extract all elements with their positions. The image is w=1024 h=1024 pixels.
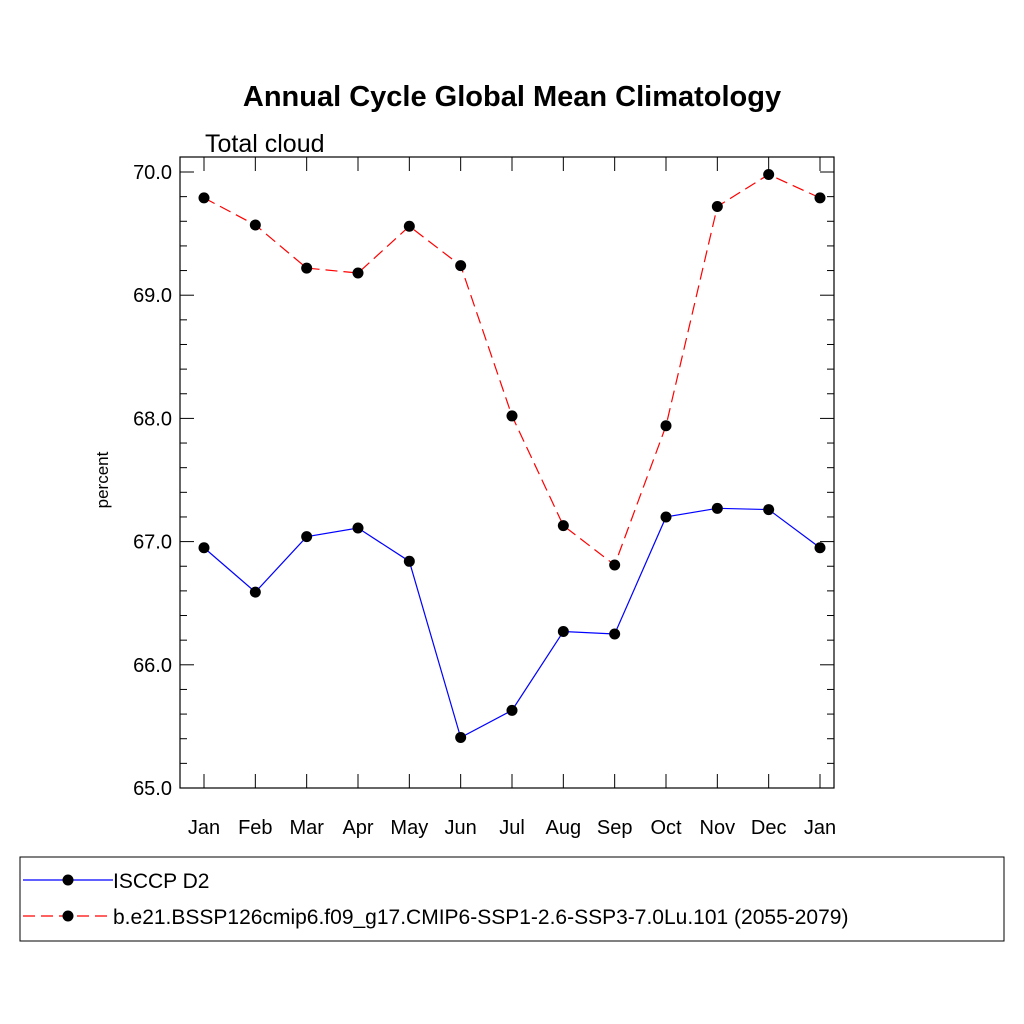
data-point	[814, 542, 826, 554]
data-point	[403, 555, 415, 567]
data-point	[763, 504, 775, 516]
series-0	[198, 502, 826, 743]
y-tick-label: 67.0	[133, 532, 172, 554]
x-axis: Jan Feb Mar Apr May Jun Jul Aug Sep Oct Nov Dec Jan	[188, 157, 836, 839]
data-point	[660, 511, 672, 523]
x-tick-label: Jul	[499, 817, 525, 839]
plot-frame	[179, 156, 835, 789]
data-point	[557, 626, 569, 638]
series-line	[203, 173, 821, 566]
legend-label-isccp: ISCCP D2	[113, 870, 209, 893]
data-point	[506, 410, 518, 422]
series-line	[203, 507, 821, 739]
x-tick-label: Nov	[700, 817, 736, 839]
data-point	[609, 628, 621, 640]
data-point	[455, 731, 467, 743]
data-point	[352, 522, 364, 534]
y-tick-label: 69.0	[133, 285, 172, 307]
data-point	[352, 267, 364, 279]
data-point	[814, 192, 826, 204]
plot-border	[179, 156, 835, 789]
series-1	[198, 168, 826, 571]
chart-title: Annual Cycle Global Mean Climatology	[243, 81, 781, 113]
legend-label-model: b.e21.BSSP126cmip6.f09_g17.CMIP6-SSP1-2.…	[113, 906, 848, 929]
data-point	[301, 262, 313, 274]
data-point	[301, 531, 313, 543]
x-tick-label: May	[390, 817, 428, 839]
y-tick-label: 68.0	[133, 408, 172, 430]
x-tick-label: Feb	[238, 817, 272, 839]
x-tick-label: Jun	[445, 817, 477, 839]
x-tick-label: Aug	[546, 817, 582, 839]
data-point	[711, 502, 723, 514]
legend: ISCCP D2 b.e21.BSSP126cmip6.f09_g17.CMIP…	[19, 856, 1005, 942]
legend-marker-model	[62, 910, 74, 922]
x-tick-label: Dec	[751, 817, 787, 839]
y-axis: 65.0 66.0 67.0 68.0 69.0 70.0	[133, 162, 834, 800]
legend-box	[19, 856, 1005, 942]
series-layer	[198, 168, 826, 743]
data-point	[711, 200, 723, 212]
chart-subtitle: Total cloud	[205, 130, 325, 158]
y-tick-label: 65.0	[133, 778, 172, 800]
data-point	[557, 520, 569, 532]
data-point	[403, 220, 415, 232]
data-point	[506, 704, 518, 716]
x-tick-label: Sep	[597, 817, 633, 839]
y-tick-label: 70.0	[133, 162, 172, 184]
data-point	[198, 542, 210, 554]
y-tick-label: 66.0	[133, 655, 172, 677]
legend-marker-isccp	[62, 874, 74, 886]
data-point	[763, 168, 775, 180]
data-point	[609, 559, 621, 571]
data-point	[249, 219, 261, 231]
x-tick-label: Jan	[188, 817, 220, 839]
data-point	[660, 420, 672, 432]
x-tick-label: Mar	[289, 817, 324, 839]
x-tick-label: Apr	[342, 817, 373, 839]
data-point	[249, 586, 261, 598]
x-tick-label: Oct	[650, 817, 682, 839]
x-tick-label: Jan	[804, 817, 836, 839]
y-axis-label: percent	[93, 451, 112, 508]
data-point	[455, 260, 467, 272]
data-point	[198, 192, 210, 204]
